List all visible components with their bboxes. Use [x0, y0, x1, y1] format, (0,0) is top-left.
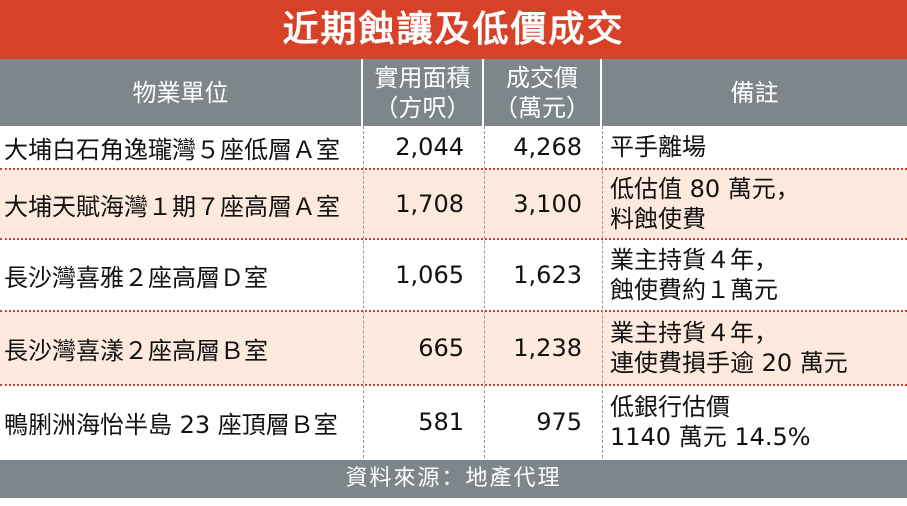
- header-area: 實用面積 （方呎）: [363, 59, 484, 126]
- cell-note: 低估值 80 萬元， 料蝕使費: [602, 170, 907, 238]
- cell-note: 低銀行估價 1140 萬元 14.5%: [602, 386, 907, 458]
- cell-note: 業主持貨４年， 連使費損手逾 20 萬元: [602, 312, 907, 384]
- header-price-line2: （萬元）: [494, 93, 590, 122]
- note-line1: 低銀行估價: [610, 393, 730, 421]
- note-line2: 蝕使費約１萬元: [610, 276, 778, 304]
- cell-area: 2,044: [395, 133, 464, 161]
- table-row: 大埔白石角逸瓏灣５座低層Ａ室 2,044 4,268 平手離場: [0, 126, 907, 168]
- table-row: 長沙灣喜雅２座高層Ｄ室 1,065 1,623 業主持貨４年， 蝕使費約１萬元: [0, 240, 907, 310]
- column-divider: [484, 126, 486, 458]
- cell-unit: 大埔白石角逸瓏灣５座低層Ａ室: [4, 135, 340, 164]
- column-divider: [363, 126, 365, 458]
- note-line1: 低估值 80 萬元，: [610, 175, 800, 203]
- note-line1: 業主持貨４年，: [610, 246, 778, 274]
- header-price-line1: 成交價: [506, 63, 578, 92]
- note-line2: 料蝕使費: [610, 205, 706, 233]
- cell-area: 1,065: [395, 261, 464, 289]
- header-area-line2: （方呎）: [374, 93, 471, 122]
- table-title: 近期蝕讓及低價成交: [0, 0, 907, 59]
- cell-note: 業主持貨４年， 蝕使費約１萬元: [602, 240, 907, 310]
- source-footer: 資料來源：地產代理: [0, 460, 907, 498]
- header-unit: 物業單位: [0, 59, 363, 126]
- cell-note: 平手離場: [602, 126, 907, 168]
- header-note: 備註: [602, 59, 907, 126]
- note-line2: 連使費損手逾 20 萬元: [610, 349, 848, 377]
- cell-area: 581: [418, 408, 464, 436]
- cell-price: 4,268: [513, 133, 582, 161]
- header-area-line1: 實用面積: [374, 63, 471, 92]
- cell-price: 1,623: [513, 261, 582, 289]
- note-line2: 1140 萬元 14.5%: [610, 423, 811, 451]
- row-divider: [0, 238, 907, 240]
- column-divider: [602, 126, 604, 458]
- row-divider: [0, 384, 907, 386]
- table-row: 大埔天賦海灣１期７座高層Ａ室 1,708 3,100 低估值 80 萬元， 料蝕…: [0, 170, 907, 238]
- note-line1: 平手離場: [610, 133, 706, 161]
- row-divider: [0, 168, 907, 170]
- cell-area: 1,708: [395, 190, 464, 218]
- cell-unit: 長沙灣喜雅２座高層Ｄ室: [4, 263, 268, 292]
- row-divider: [0, 310, 907, 312]
- cell-price: 1,238: [513, 334, 582, 362]
- cell-price: 3,100: [513, 190, 582, 218]
- note-line1: 業主持貨４年，: [610, 319, 778, 347]
- cell-unit: 長沙灣喜漾２座高層Ｂ室: [4, 336, 268, 365]
- cell-unit: 大埔天賦海灣１期７座高層Ａ室: [4, 192, 340, 221]
- cell-unit: 鴨脷洲海怡半島 23 座頂層Ｂ室: [4, 410, 338, 439]
- header-price: 成交價 （萬元）: [484, 59, 602, 126]
- table-row: 鴨脷洲海怡半島 23 座頂層Ｂ室 581 975 低銀行估價 1140 萬元 1…: [0, 386, 907, 458]
- table-row: 長沙灣喜漾２座高層Ｂ室 665 1,238 業主持貨４年， 連使費損手逾 20 …: [0, 312, 907, 384]
- cell-price: 975: [536, 408, 582, 436]
- cell-area: 665: [418, 334, 464, 362]
